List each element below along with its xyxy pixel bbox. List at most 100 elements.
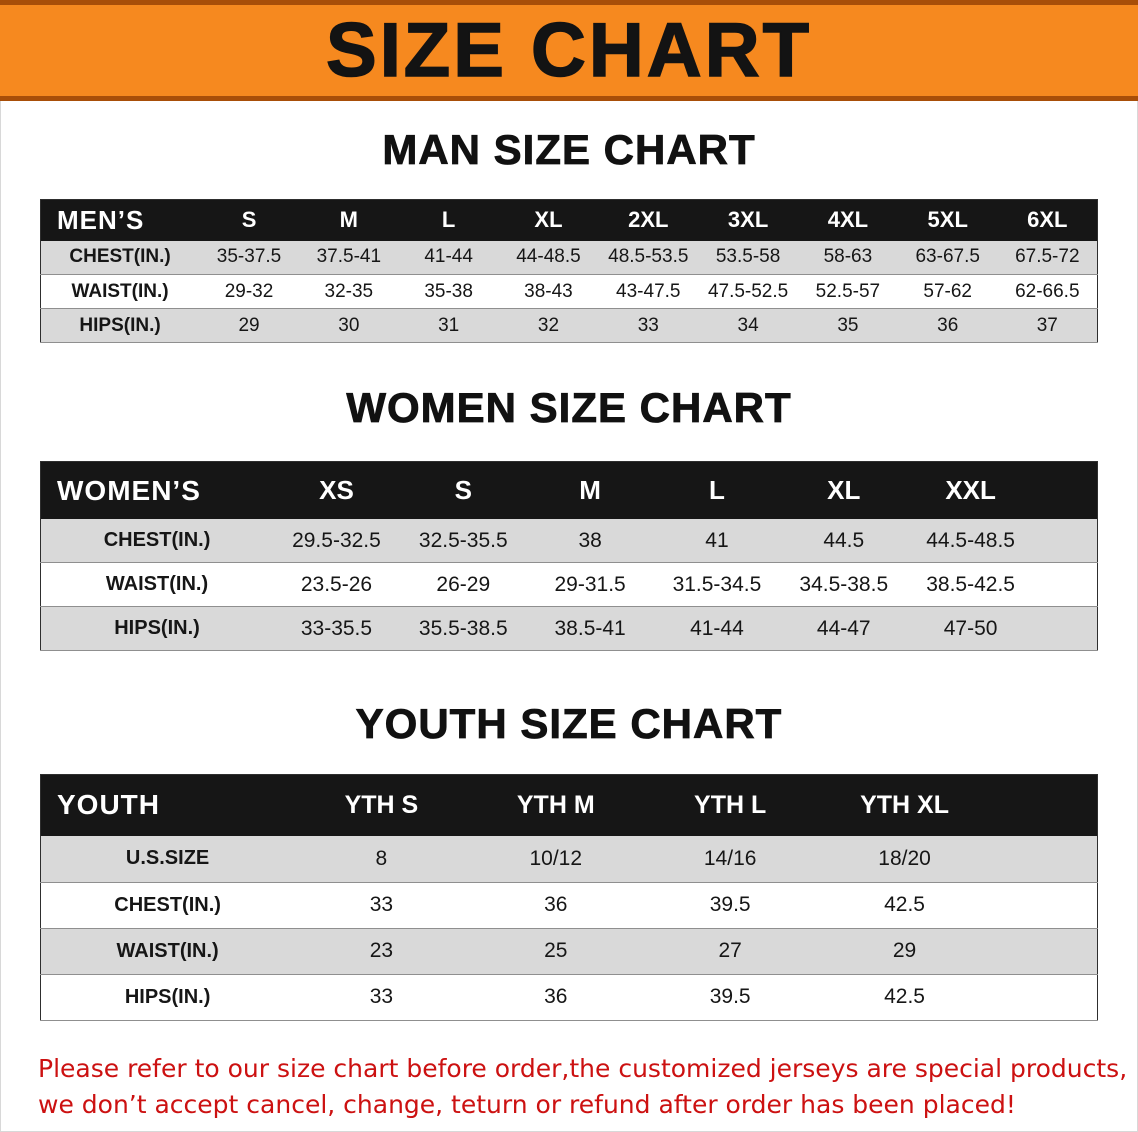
title-banner: SIZE CHART <box>0 0 1138 101</box>
size-value: 27 <box>718 939 742 963</box>
spacer-cell <box>992 974 1098 1020</box>
size-value: 14/16 <box>703 846 757 870</box>
column-header: S <box>199 199 299 241</box>
size-value: 39.5 <box>709 893 751 917</box>
size-value: 23 <box>369 939 394 963</box>
table-row: WAIST(IN.) 29-32 32-35 35-38 38-43 43-47… <box>40 274 1098 309</box>
table-row: HIPS(IN.) 29 30 31 32 33 34 35 36 37 <box>40 308 1098 343</box>
size-value: 35.5-38.5 <box>418 616 508 640</box>
table-row: CHEST(IN.) 33 36 39.5 42.5 <box>40 882 1098 929</box>
size-value: 33-35.5 <box>300 616 373 640</box>
row-label: HIPS(IN.) <box>114 617 200 640</box>
youth-size-table: YOUTH YTH S YTH M YTH L YTH XL U.S.SIZE … <box>40 773 1098 1021</box>
size-value: 37 <box>1036 314 1058 336</box>
youth-section-heading: YOUTH SIZE CHART <box>355 700 783 748</box>
column-header: YTH S <box>294 774 469 837</box>
row-label: WAIST(IN.) <box>105 573 209 596</box>
table-row: WAIST(IN.) 23.5-26 26-29 29-31.5 31.5-34… <box>40 562 1098 607</box>
size-value: 32-35 <box>324 280 374 302</box>
spacer-cell <box>992 928 1098 974</box>
table-row: HIPS(IN.) 33 36 39.5 42.5 <box>40 974 1098 1021</box>
size-value: 47.5-52.5 <box>707 280 789 302</box>
size-value: 33 <box>637 314 659 336</box>
row-label: HIPS(IN.) <box>124 985 211 1008</box>
size-value: 44-47 <box>816 616 871 640</box>
size-value: 37.5-41 <box>316 246 382 268</box>
table-row: CHEST(IN.) 35-37.5 37.5-41 41-44 44-48.5… <box>40 240 1098 275</box>
spacer-cell <box>992 882 1098 928</box>
column-header: YTH XL <box>817 774 992 837</box>
column-header: XS <box>273 461 400 519</box>
man-table-header-row: MEN’S S M L XL 2XL 3XL 4XL 5XL 6XL <box>40 199 1098 241</box>
size-value: 29 <box>238 314 260 336</box>
column-header: XL <box>498 199 599 241</box>
size-value: 41-44 <box>424 246 473 268</box>
table-row: CHEST(IN.) 29.5-32.5 32.5-35.5 38 41 44.… <box>40 518 1098 563</box>
size-value: 31 <box>438 314 460 336</box>
man-section-heading: MAN SIZE CHART <box>382 126 756 173</box>
row-label: WAIST(IN.) <box>71 280 169 302</box>
table-row: U.S.SIZE 8 10/12 14/16 18/20 <box>40 836 1098 883</box>
table-row: WAIST(IN.) 23 25 27 29 <box>40 928 1098 975</box>
row-label: U.S.SIZE <box>125 847 210 870</box>
size-value: 18/20 <box>878 846 931 870</box>
size-value: 36 <box>544 893 568 917</box>
youth-table-header-row: YOUTH YTH S YTH M YTH L YTH XL <box>40 774 1098 837</box>
size-value: 42.5 <box>884 985 925 1009</box>
size-value: 32.5-35.5 <box>418 528 508 552</box>
size-value: 29.5-32.5 <box>292 528 381 552</box>
size-value: 57-62 <box>923 280 973 302</box>
disclaimer: Please refer to our size chart before or… <box>38 1051 1128 1124</box>
spacer-cell <box>991 774 1098 837</box>
spacer-cell <box>1034 607 1097 651</box>
size-value: 58-63 <box>823 246 873 268</box>
size-value: 67.5-72 <box>1015 246 1080 268</box>
size-value: 10/12 <box>529 846 583 870</box>
column-header: 3XL <box>698 199 798 241</box>
size-value: 30 <box>338 314 360 336</box>
row-label: CHEST(IN.) <box>69 246 171 268</box>
size-value: 36 <box>937 314 959 336</box>
column-header: 4XL <box>798 199 898 241</box>
size-value: 47-50 <box>943 616 998 640</box>
size-value: 29-32 <box>224 280 274 302</box>
spacer-cell <box>1034 461 1098 519</box>
table-corner-label: WOMEN’S <box>40 461 274 519</box>
size-value: 52.5-57 <box>815 280 881 302</box>
spacer-cell <box>992 836 1098 882</box>
size-value: 44-48.5 <box>516 246 581 268</box>
size-value: 41 <box>705 528 729 552</box>
man-size-section: MAN SIZE CHART MEN’S S M L XL 2XL 3XL 4X… <box>0 126 1138 344</box>
women-table-header-row: WOMEN’S XS S M L XL XXL <box>40 461 1098 519</box>
size-value: 62-66.5 <box>1015 280 1080 302</box>
size-value: 43-47.5 <box>616 280 681 302</box>
column-header: L <box>653 461 781 519</box>
disclaimer-line-1: Please refer to our size chart before or… <box>38 1053 1128 1083</box>
table-row: HIPS(IN.) 33-35.5 35.5-38.5 38.5-41 41-4… <box>40 606 1098 651</box>
women-section-heading: WOMEN SIZE CHART <box>346 384 792 432</box>
size-value: 44.5 <box>823 528 865 552</box>
women-size-section: WOMEN SIZE CHART WOMEN’S XS S M L XL XXL <box>0 384 1138 652</box>
spacer-cell <box>1034 519 1097 563</box>
column-header: M <box>298 199 399 241</box>
size-value: 48.5-53.5 <box>608 246 689 268</box>
size-value: 32 <box>537 314 560 336</box>
column-header: L <box>398 199 499 241</box>
size-value: 29 <box>892 939 917 963</box>
column-header: 6XL <box>997 199 1098 241</box>
size-value: 34 <box>737 314 759 336</box>
size-value: 41-44 <box>690 616 744 640</box>
size-value: 38-43 <box>524 280 573 302</box>
size-value: 38 <box>578 528 602 552</box>
size-value: 35-37.5 <box>216 246 282 268</box>
size-value: 29-31.5 <box>554 572 626 596</box>
spacer-cell <box>1034 563 1097 607</box>
women-size-table: WOMEN’S XS S M L XL XXL CHEST(IN.) 29.5-… <box>40 461 1098 652</box>
row-label: WAIST(IN.) <box>116 939 219 962</box>
size-value: 44.5-48.5 <box>926 528 1015 552</box>
column-header: 2XL <box>598 199 699 241</box>
youth-size-section: YOUTH SIZE CHART YOUTH YTH S YTH M YTH L… <box>0 700 1138 1021</box>
column-header: YTH M <box>468 774 643 837</box>
column-header: M <box>526 461 654 519</box>
